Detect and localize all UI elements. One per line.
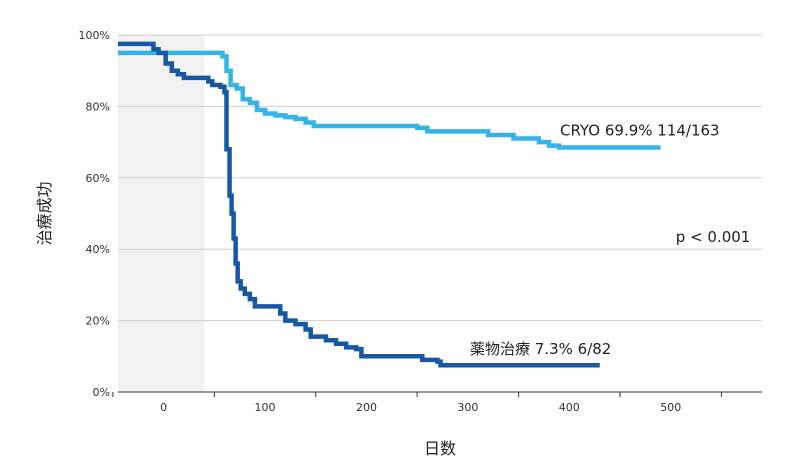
annotations: p < 0.001 — [676, 228, 751, 246]
x-axis-ticks: 0 100 200 300 400 500 — [112, 392, 722, 414]
x-axis-title: 日数 — [424, 439, 456, 458]
y-tick-label: 40% — [86, 243, 110, 256]
y-tick-label: 100% — [79, 29, 110, 42]
y-tick-label: 80% — [86, 100, 110, 113]
y-axis-tick-labels: 0% 20% 40% 60% 80% 100% — [79, 29, 110, 399]
series-lines — [118, 41, 661, 368]
x-tick-label: 100 — [255, 401, 276, 414]
x-tick-label: 200 — [356, 401, 377, 414]
y-tick-label: 60% — [86, 172, 110, 185]
series-line-1 — [118, 41, 600, 368]
x-tick-label: 300 — [457, 401, 478, 414]
series-label-1: 薬物治療 7.3% 6/82 — [470, 340, 611, 358]
x-tick-label: 400 — [559, 401, 580, 414]
x-tick-label: 500 — [660, 401, 681, 414]
y-tick-label: 0% — [93, 386, 110, 399]
shaded-region — [118, 35, 205, 392]
y-axis-title: 治療成功 — [35, 181, 54, 245]
series-label-0: CRYO 69.9% 114/163 — [560, 121, 720, 139]
grid-lines — [118, 34, 762, 322]
series-line-0 — [118, 50, 661, 150]
p-value-annotation: p < 0.001 — [676, 228, 751, 246]
y-tick-label: 20% — [86, 315, 110, 328]
x-tick-label: 0 — [160, 401, 167, 414]
series-labels: CRYO 69.9% 114/163 薬物治療 7.3% 6/82 — [470, 121, 720, 358]
